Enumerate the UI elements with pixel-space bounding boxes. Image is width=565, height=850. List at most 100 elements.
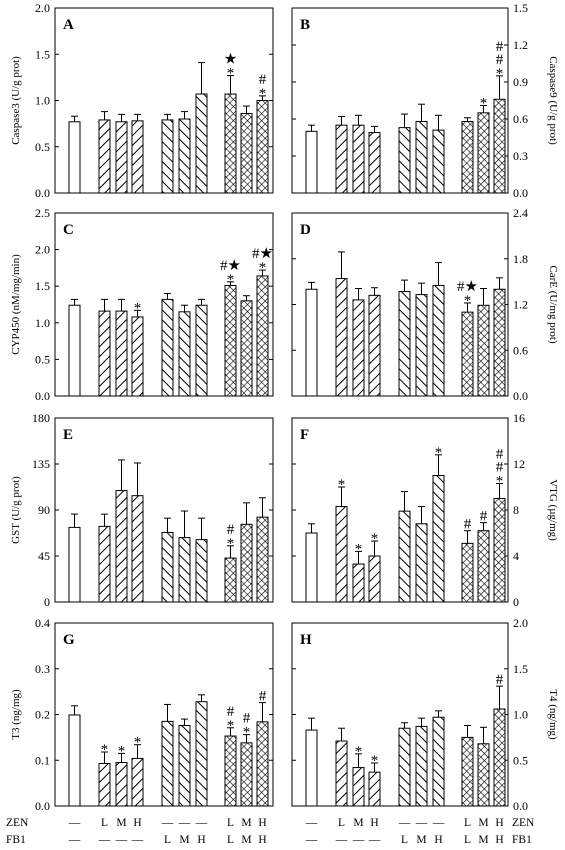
panel-b: B 0.0 0.3 0.6 0.9 1.2 1.5 Caspase9 (U/g prot) * *… (291, 1, 559, 200)
significance-mark: # (259, 72, 267, 88)
y-tick-label: 45 (38, 549, 50, 563)
bar (240, 300, 253, 397)
y-tick-label: 8 (513, 503, 519, 517)
bar (493, 708, 506, 807)
y-tick-label: 1.5 (513, 1, 528, 15)
y-tick-label: 2.4 (513, 206, 528, 220)
group-level-label: L (227, 817, 234, 829)
y-tick-label: 1.5 (35, 279, 50, 293)
y-axis-title: CYP450 (nM/mg/min) (10, 254, 22, 355)
bar (398, 291, 411, 397)
bar (195, 304, 208, 397)
y-tick-label: 1.5 (35, 47, 50, 61)
bar (335, 740, 348, 807)
bar (398, 510, 411, 603)
bar (256, 100, 269, 194)
y-tick-label: 0.9 (513, 75, 528, 89)
group-level-label: — (305, 817, 318, 829)
bar (368, 132, 381, 194)
y-tick-label: 1.8 (513, 252, 528, 266)
group-level-label: — (432, 817, 445, 829)
group-level-label: L (464, 817, 471, 829)
bar (178, 724, 191, 807)
significance-mark: ★ (224, 52, 237, 68)
bar (432, 284, 445, 397)
bar (131, 316, 144, 397)
group-level-label: M (478, 817, 488, 829)
bar (195, 93, 208, 194)
significance-mark: * (480, 95, 488, 111)
bar (461, 542, 474, 603)
bar (432, 475, 445, 603)
group-level-label: — (131, 834, 144, 846)
bar (461, 736, 474, 807)
bar (368, 555, 381, 603)
group-level-label: M (241, 817, 251, 829)
bar (415, 294, 428, 397)
y-tick-label: 0.0 (35, 389, 50, 403)
bar (477, 530, 490, 603)
y-tick-label: 2.0 (35, 243, 50, 257)
group-level-label: H (258, 834, 266, 846)
y-tick-label: 180 (32, 411, 50, 425)
significance-mark: * (496, 474, 504, 490)
bar (493, 98, 506, 194)
y-tick-label: 0.2 (35, 708, 50, 722)
bar (240, 112, 253, 194)
bar (98, 762, 111, 807)
bar (352, 767, 365, 807)
panel-label: D (300, 222, 311, 238)
panel-g: G0.00.10.20.30.4T3 (ng/mg)* ***#*## (10, 616, 274, 813)
group-level-label: L (101, 817, 108, 829)
significance-mark: * (227, 536, 235, 552)
panel-label: C (63, 222, 74, 238)
y-tick-label: 0.5 (35, 352, 50, 366)
bar (98, 310, 111, 397)
significance-mark: * (243, 725, 251, 741)
y-tick-label: 2.0 (35, 1, 50, 15)
bar (224, 93, 237, 194)
significance-mark: * (227, 272, 235, 288)
bar (335, 278, 348, 397)
group-level-label: — (98, 834, 111, 846)
group-row-label: ZEN (512, 817, 535, 829)
significance-mark: # (496, 672, 504, 688)
bar (368, 294, 381, 397)
bar (115, 310, 128, 397)
y-tick-label: 2.0 (513, 616, 528, 630)
y-tick-label: 1.2 (513, 38, 528, 52)
bar (305, 130, 318, 194)
group-level-label: H (258, 817, 266, 829)
group-level-label: — (415, 817, 428, 829)
group-level-label: M (241, 834, 251, 846)
bar (240, 523, 253, 603)
significance-mark: * (101, 742, 109, 758)
y-tick-label: 0.0 (513, 799, 528, 813)
bar (98, 119, 111, 194)
significance-mark: * (355, 744, 363, 760)
bar (68, 526, 81, 603)
significance-mark: # (480, 509, 488, 525)
panel-d: D 0.0 0.6 1.2 1.8 2.4 CarE (U/mg prot) *#★ (291, 206, 559, 403)
bar (432, 716, 445, 807)
group-level-label: — (352, 834, 365, 846)
y-axis-title: T3 (ng/mg) (10, 689, 22, 740)
significance-mark: * (371, 753, 379, 769)
significance-mark: #★ (457, 279, 478, 295)
significance-mark: # (496, 460, 504, 476)
y-tick-label: 0.5 (513, 753, 528, 767)
significance-mark: * (259, 86, 267, 102)
panel-label: F (300, 427, 309, 443)
significance-mark: * (496, 66, 504, 82)
significance-mark: * (134, 300, 142, 316)
y-axis-title: Caspase3 (U/g prot) (10, 56, 22, 145)
significance-mark: # (227, 522, 235, 538)
panel-label: H (300, 632, 312, 648)
group-level-label: M (353, 817, 363, 829)
y-tick-label: 0.3 (513, 149, 528, 163)
bar (352, 124, 365, 194)
y-tick-label: 0.3 (35, 662, 50, 676)
group-level-label: — (161, 817, 174, 829)
significance-mark: * (435, 445, 443, 461)
